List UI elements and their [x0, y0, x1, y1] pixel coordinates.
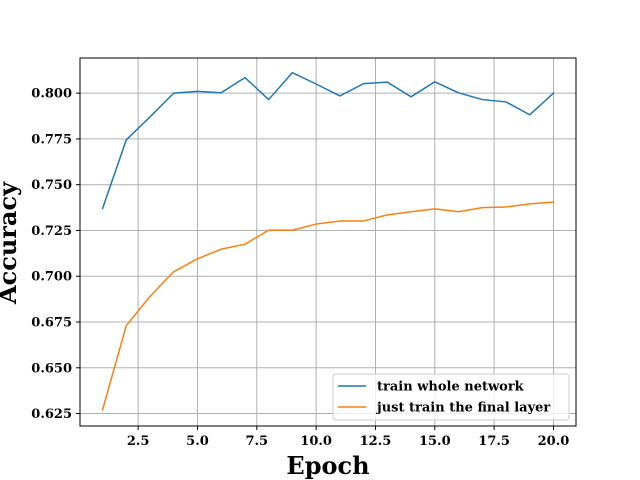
y-axis-ticks: 0.625 0.650 0.675 0.700 0.725 0.750 0.775 0.800 [31, 87, 80, 422]
y-axis-title: Accuracy [0, 181, 22, 305]
legend: train whole network just train the final… [332, 373, 570, 421]
series-line-train-whole-network [101, 71, 555, 210]
x-tick-label: 5.0 [186, 434, 209, 449]
legend-label-train-whole-network: train whole network [377, 380, 525, 395]
y-tick-label: 0.700 [31, 270, 72, 285]
data-series [101, 71, 555, 411]
x-axis-ticks: 2.5 5.0 7.5 10.0 12.5 15.0 17.5 20.0 [127, 426, 569, 449]
x-tick-label: 17.5 [478, 434, 510, 449]
legend-box [332, 373, 570, 421]
plot-frame [79, 57, 577, 427]
x-axis-title: Epoch [286, 451, 369, 480]
y-tick-label: 0.750 [31, 178, 72, 193]
y-tick-label: 0.725 [31, 224, 72, 239]
x-tick-label: 10.0 [300, 434, 332, 449]
x-tick-label: 2.5 [127, 434, 150, 449]
legend-label-just-train-final-layer: just train the final layer [376, 401, 550, 416]
x-tick-label: 15.0 [419, 434, 451, 449]
x-tick-label: 20.0 [538, 434, 570, 449]
x-tick-label: 12.5 [360, 434, 392, 449]
y-tick-label: 0.775 [31, 132, 72, 147]
y-tick-label: 0.800 [31, 87, 72, 102]
y-tick-label: 0.675 [31, 316, 72, 331]
series-line-just-train-final-layer [101, 201, 555, 411]
y-tick-label: 0.625 [31, 407, 72, 422]
x-tick-label: 7.5 [245, 434, 268, 449]
y-tick-label: 0.650 [31, 361, 72, 376]
grid-lines [80, 58, 576, 426]
